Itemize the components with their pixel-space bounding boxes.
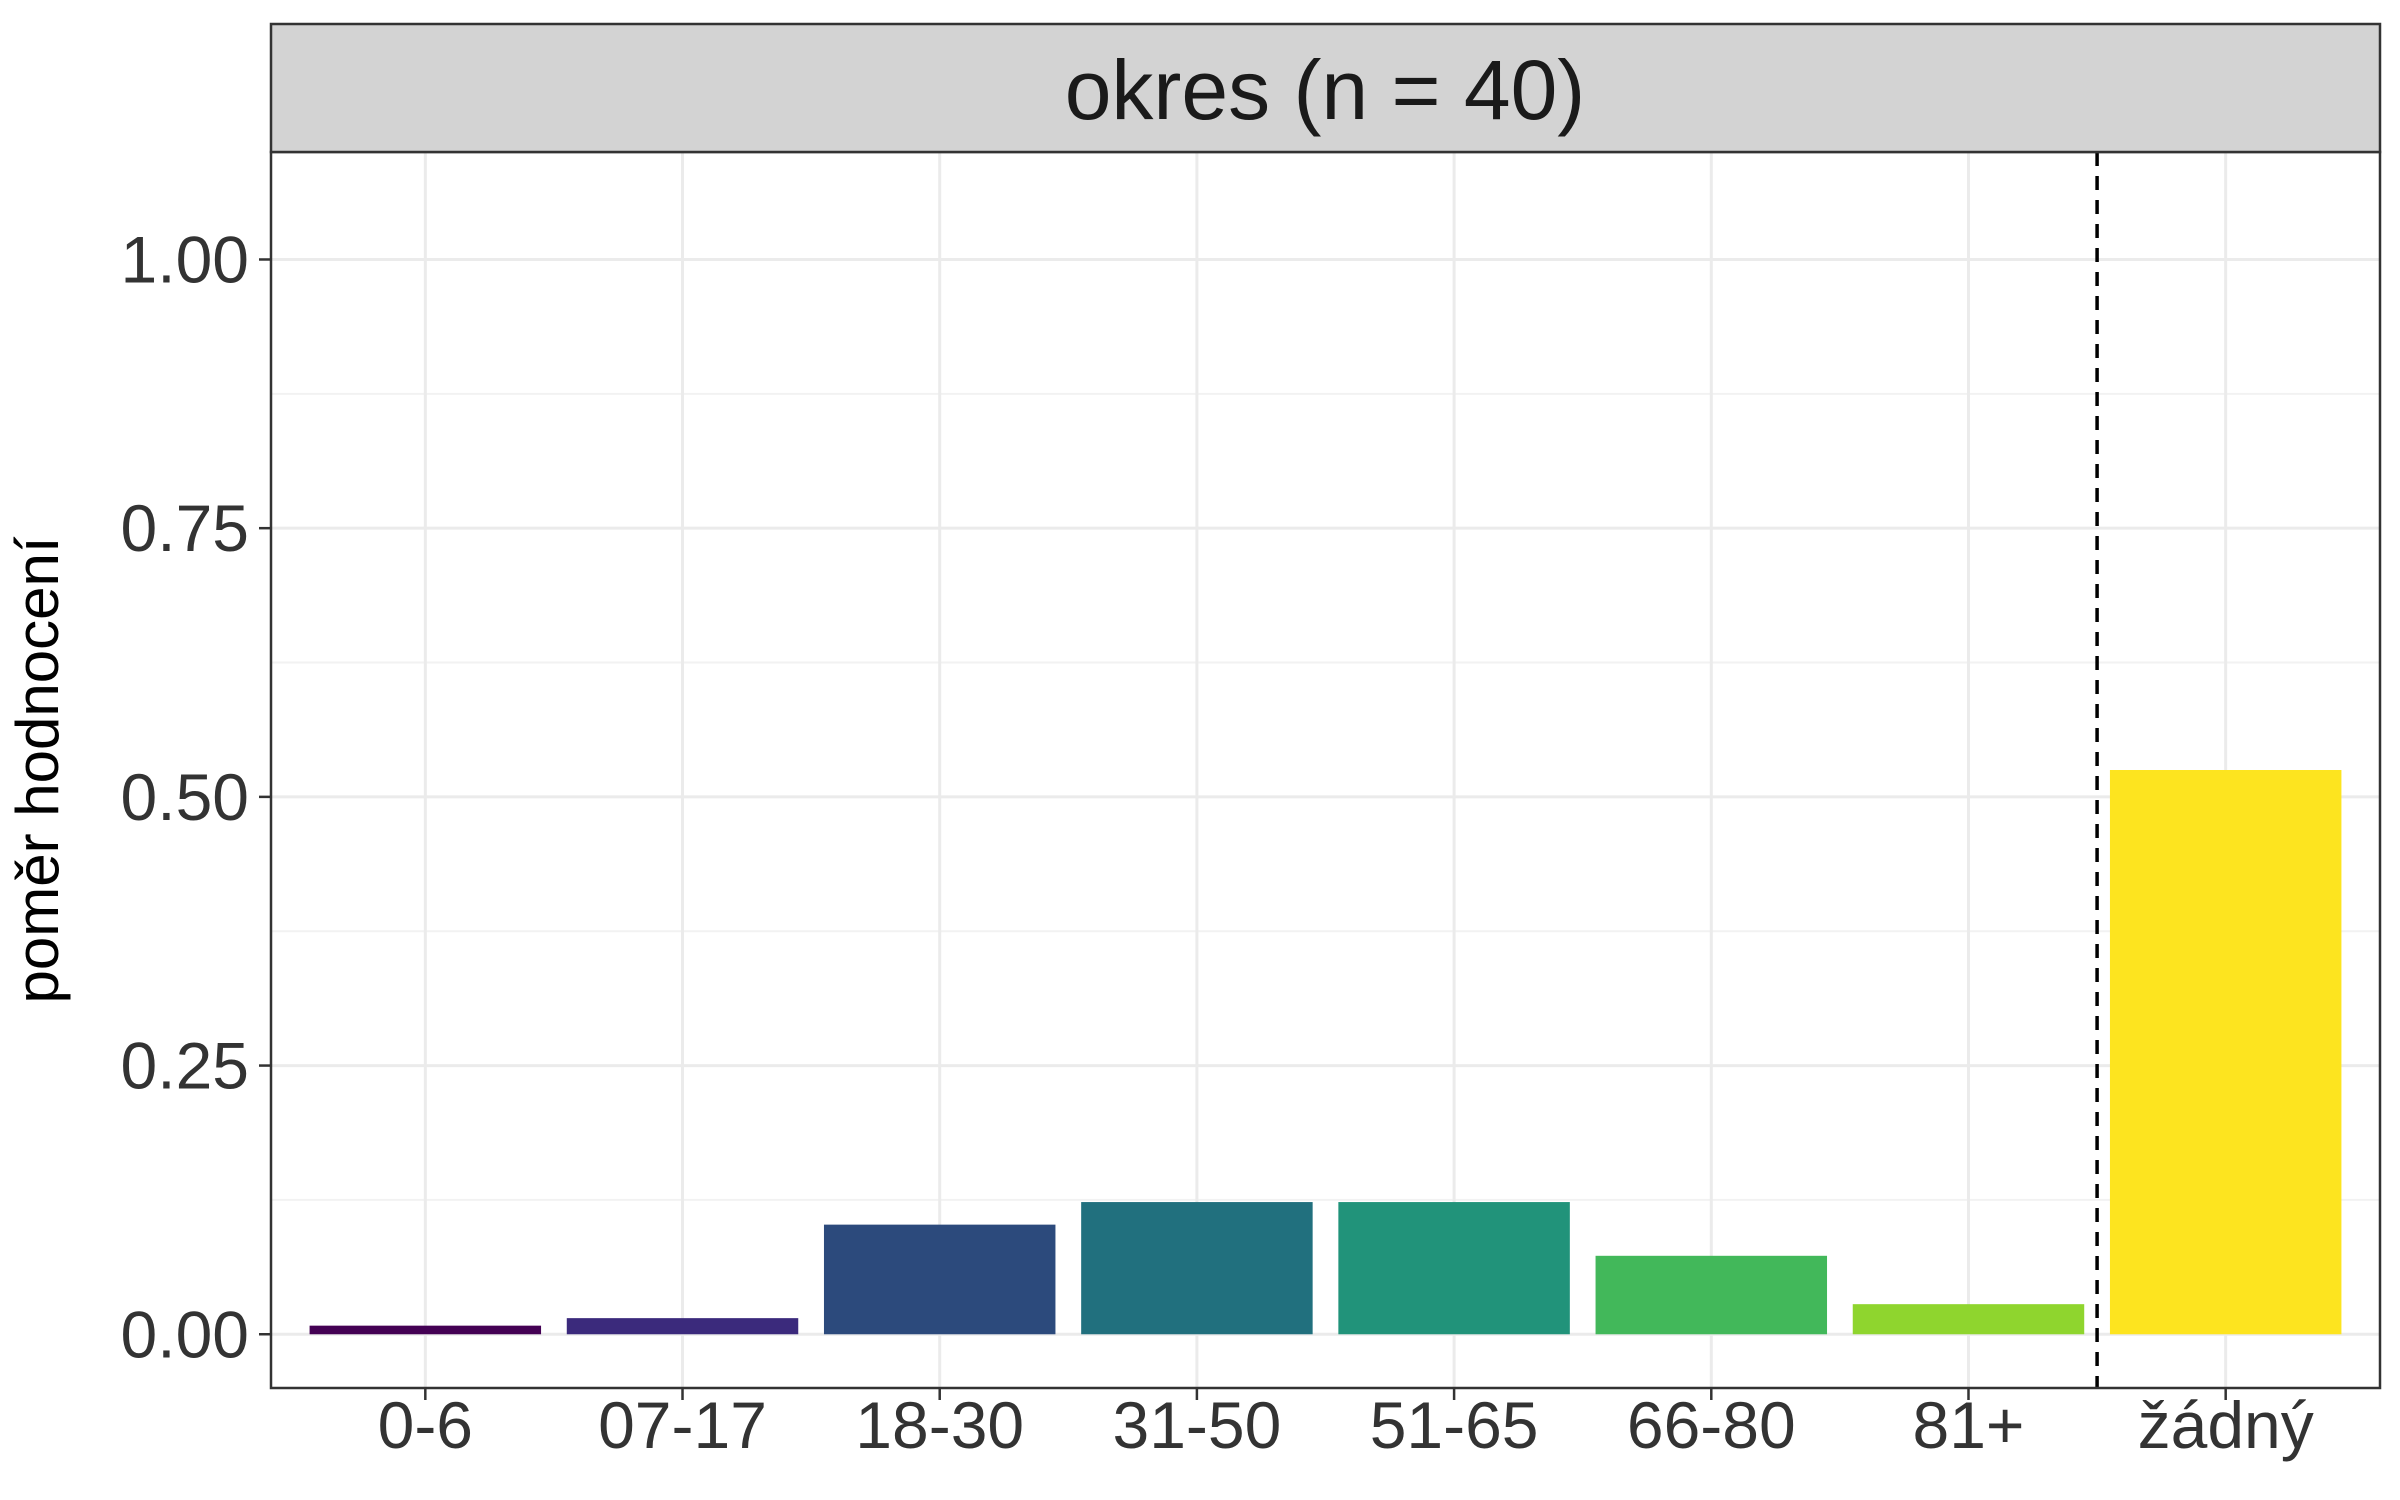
y-tick-label: 0.00 xyxy=(121,1297,249,1371)
x-tick-label: 51-65 xyxy=(1370,1388,1539,1462)
y-tick-label: 0.50 xyxy=(121,760,249,834)
strip-title: okres (n = 40) xyxy=(1065,43,1586,137)
bar-81+ xyxy=(1852,1304,2085,1335)
y-tick-label: 0.75 xyxy=(121,491,249,565)
x-tick-label: 66-80 xyxy=(1627,1388,1796,1462)
x-axis: 0-6 07-17 18-30 31-50 51-65 66-80 81+ žádný xyxy=(378,1388,2314,1462)
y-tick-label: 1.00 xyxy=(121,222,249,296)
bar-51-65 xyxy=(1338,1202,1570,1335)
x-tick-label: žádný xyxy=(2138,1388,2314,1462)
x-tick-label: 18-30 xyxy=(855,1388,1024,1462)
y-axis: 0.00 0.25 0.50 0.75 1.00 xyxy=(121,222,271,1371)
bar-žádný xyxy=(2109,770,2342,1335)
bar-07-17 xyxy=(566,1318,799,1335)
bar-31-50 xyxy=(1081,1202,1313,1335)
bar-66-80 xyxy=(1595,1255,1828,1335)
bar-18-30 xyxy=(823,1224,1056,1335)
x-tick-label: 81+ xyxy=(1913,1388,2025,1462)
bar-0-6 xyxy=(309,1325,542,1335)
y-axis-title: poměr hodnocení xyxy=(4,536,71,1003)
bars xyxy=(309,770,2342,1335)
x-tick-label: 0-6 xyxy=(378,1388,473,1462)
y-tick-label: 0.25 xyxy=(121,1029,249,1103)
strip-background xyxy=(269,22,2382,154)
grid-lines xyxy=(271,152,2380,1388)
facet-strip: okres (n = 40) xyxy=(269,22,2382,154)
x-tick-label: 31-50 xyxy=(1112,1388,1281,1462)
x-tick-label: 07-17 xyxy=(598,1388,767,1462)
